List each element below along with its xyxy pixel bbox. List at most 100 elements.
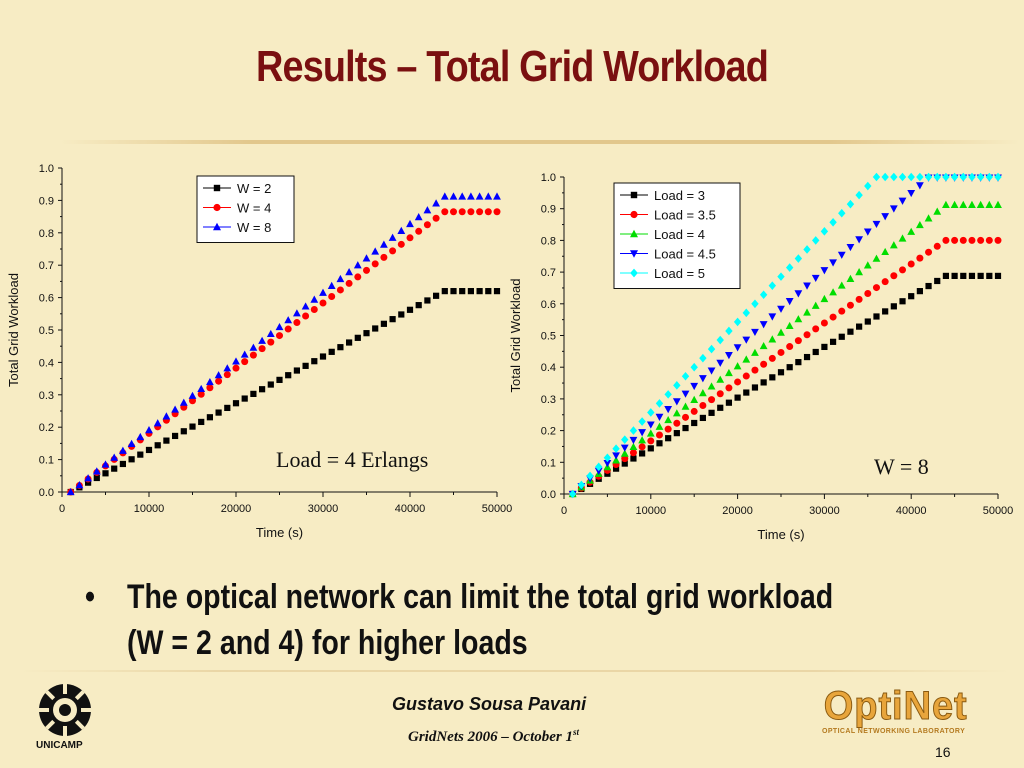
legend-label: W = 2 (237, 181, 271, 196)
data-point (933, 172, 941, 182)
x-tick-label: 50000 (983, 505, 1014, 517)
data-point (458, 192, 467, 200)
data-point (629, 436, 638, 445)
data-point (664, 425, 672, 433)
data-point (742, 355, 751, 363)
data-point (916, 172, 924, 182)
data-point (916, 288, 923, 295)
data-point (907, 260, 915, 268)
data-point (682, 413, 690, 421)
data-point (968, 236, 976, 244)
data-point (467, 208, 475, 216)
y-tick-label: 0.8 (541, 235, 556, 247)
data-point (629, 442, 638, 451)
data-point (890, 303, 897, 310)
data-point (406, 306, 414, 313)
data-point (769, 374, 776, 381)
data-point (310, 295, 319, 303)
data-point (976, 200, 985, 208)
data-point (484, 208, 492, 216)
data-point (863, 261, 872, 269)
data-point (433, 292, 440, 299)
data-point (856, 323, 863, 330)
data-point (389, 247, 397, 255)
data-point (699, 402, 707, 410)
data-point (690, 362, 698, 372)
data-point (803, 331, 811, 339)
data-point (985, 172, 994, 182)
data-point (154, 442, 161, 449)
data-point (838, 333, 845, 340)
data-point (795, 359, 802, 366)
data-point (266, 329, 275, 338)
x-tick-label: 10000 (636, 505, 667, 517)
data-point (889, 241, 898, 249)
data-point (655, 413, 664, 421)
x-tick-label: 20000 (722, 505, 753, 517)
data-point (656, 440, 663, 447)
data-point (353, 261, 362, 269)
data-point (145, 426, 153, 434)
data-point (768, 313, 777, 321)
data-point (976, 172, 985, 182)
data-point (197, 390, 205, 398)
legend-marker (213, 184, 221, 192)
data-point (691, 419, 698, 427)
data-point (128, 456, 135, 463)
data-point (855, 190, 863, 200)
data-point (994, 172, 1002, 182)
y-tick-label: 0.0 (541, 489, 556, 501)
data-point (206, 384, 214, 392)
data-point (977, 272, 984, 280)
y-tick-label: 0.4 (541, 362, 556, 374)
x-axis-label: Time (s) (256, 525, 303, 540)
data-point (485, 288, 492, 295)
data-point (612, 465, 620, 472)
data-point (336, 274, 345, 283)
y-tick-label: 0.2 (541, 426, 556, 438)
data-point (898, 197, 907, 205)
data-point (959, 172, 967, 182)
data-point (907, 227, 916, 235)
data-point (241, 395, 248, 402)
y-axis-label: Total Grid Workload (508, 279, 523, 393)
legend-marker (213, 203, 221, 212)
chart-annotation: Load = 4 Erlangs (276, 447, 428, 472)
data-point (907, 189, 916, 198)
data-point (881, 172, 889, 182)
data-point (786, 343, 794, 351)
data-point (672, 409, 681, 417)
conference-text: GridNets 2006 – October 1 (408, 729, 573, 745)
data-point (655, 422, 664, 430)
data-point (380, 253, 388, 261)
data-point (388, 233, 397, 241)
data-point (101, 460, 110, 468)
data-point (189, 423, 196, 430)
data-point (838, 307, 846, 315)
data-point (441, 288, 448, 295)
data-point (733, 362, 742, 370)
data-point (319, 353, 327, 360)
legend-label: W = 8 (237, 220, 271, 235)
data-point (672, 398, 681, 406)
bullet-line-2: (W = 2 and 4) for higher loads (127, 624, 528, 662)
data-point (925, 282, 932, 290)
data-point (899, 298, 906, 305)
data-point (681, 402, 690, 410)
data-point (829, 259, 837, 267)
data-point (751, 366, 759, 374)
data-point (734, 394, 741, 401)
optinet-logo: OptiNet OPTICAL NETWORKING LABORATORY (820, 684, 971, 736)
data-point (301, 302, 310, 310)
y-tick-label: 0.0 (39, 487, 54, 499)
data-point (612, 456, 620, 464)
data-point (717, 404, 724, 411)
legend-marker (213, 222, 221, 231)
data-point (768, 335, 777, 343)
data-point (690, 382, 699, 391)
data-point (698, 375, 707, 383)
data-point (259, 386, 266, 393)
data-point (206, 414, 213, 421)
page-number: 16 (935, 744, 951, 760)
data-point (794, 337, 802, 345)
